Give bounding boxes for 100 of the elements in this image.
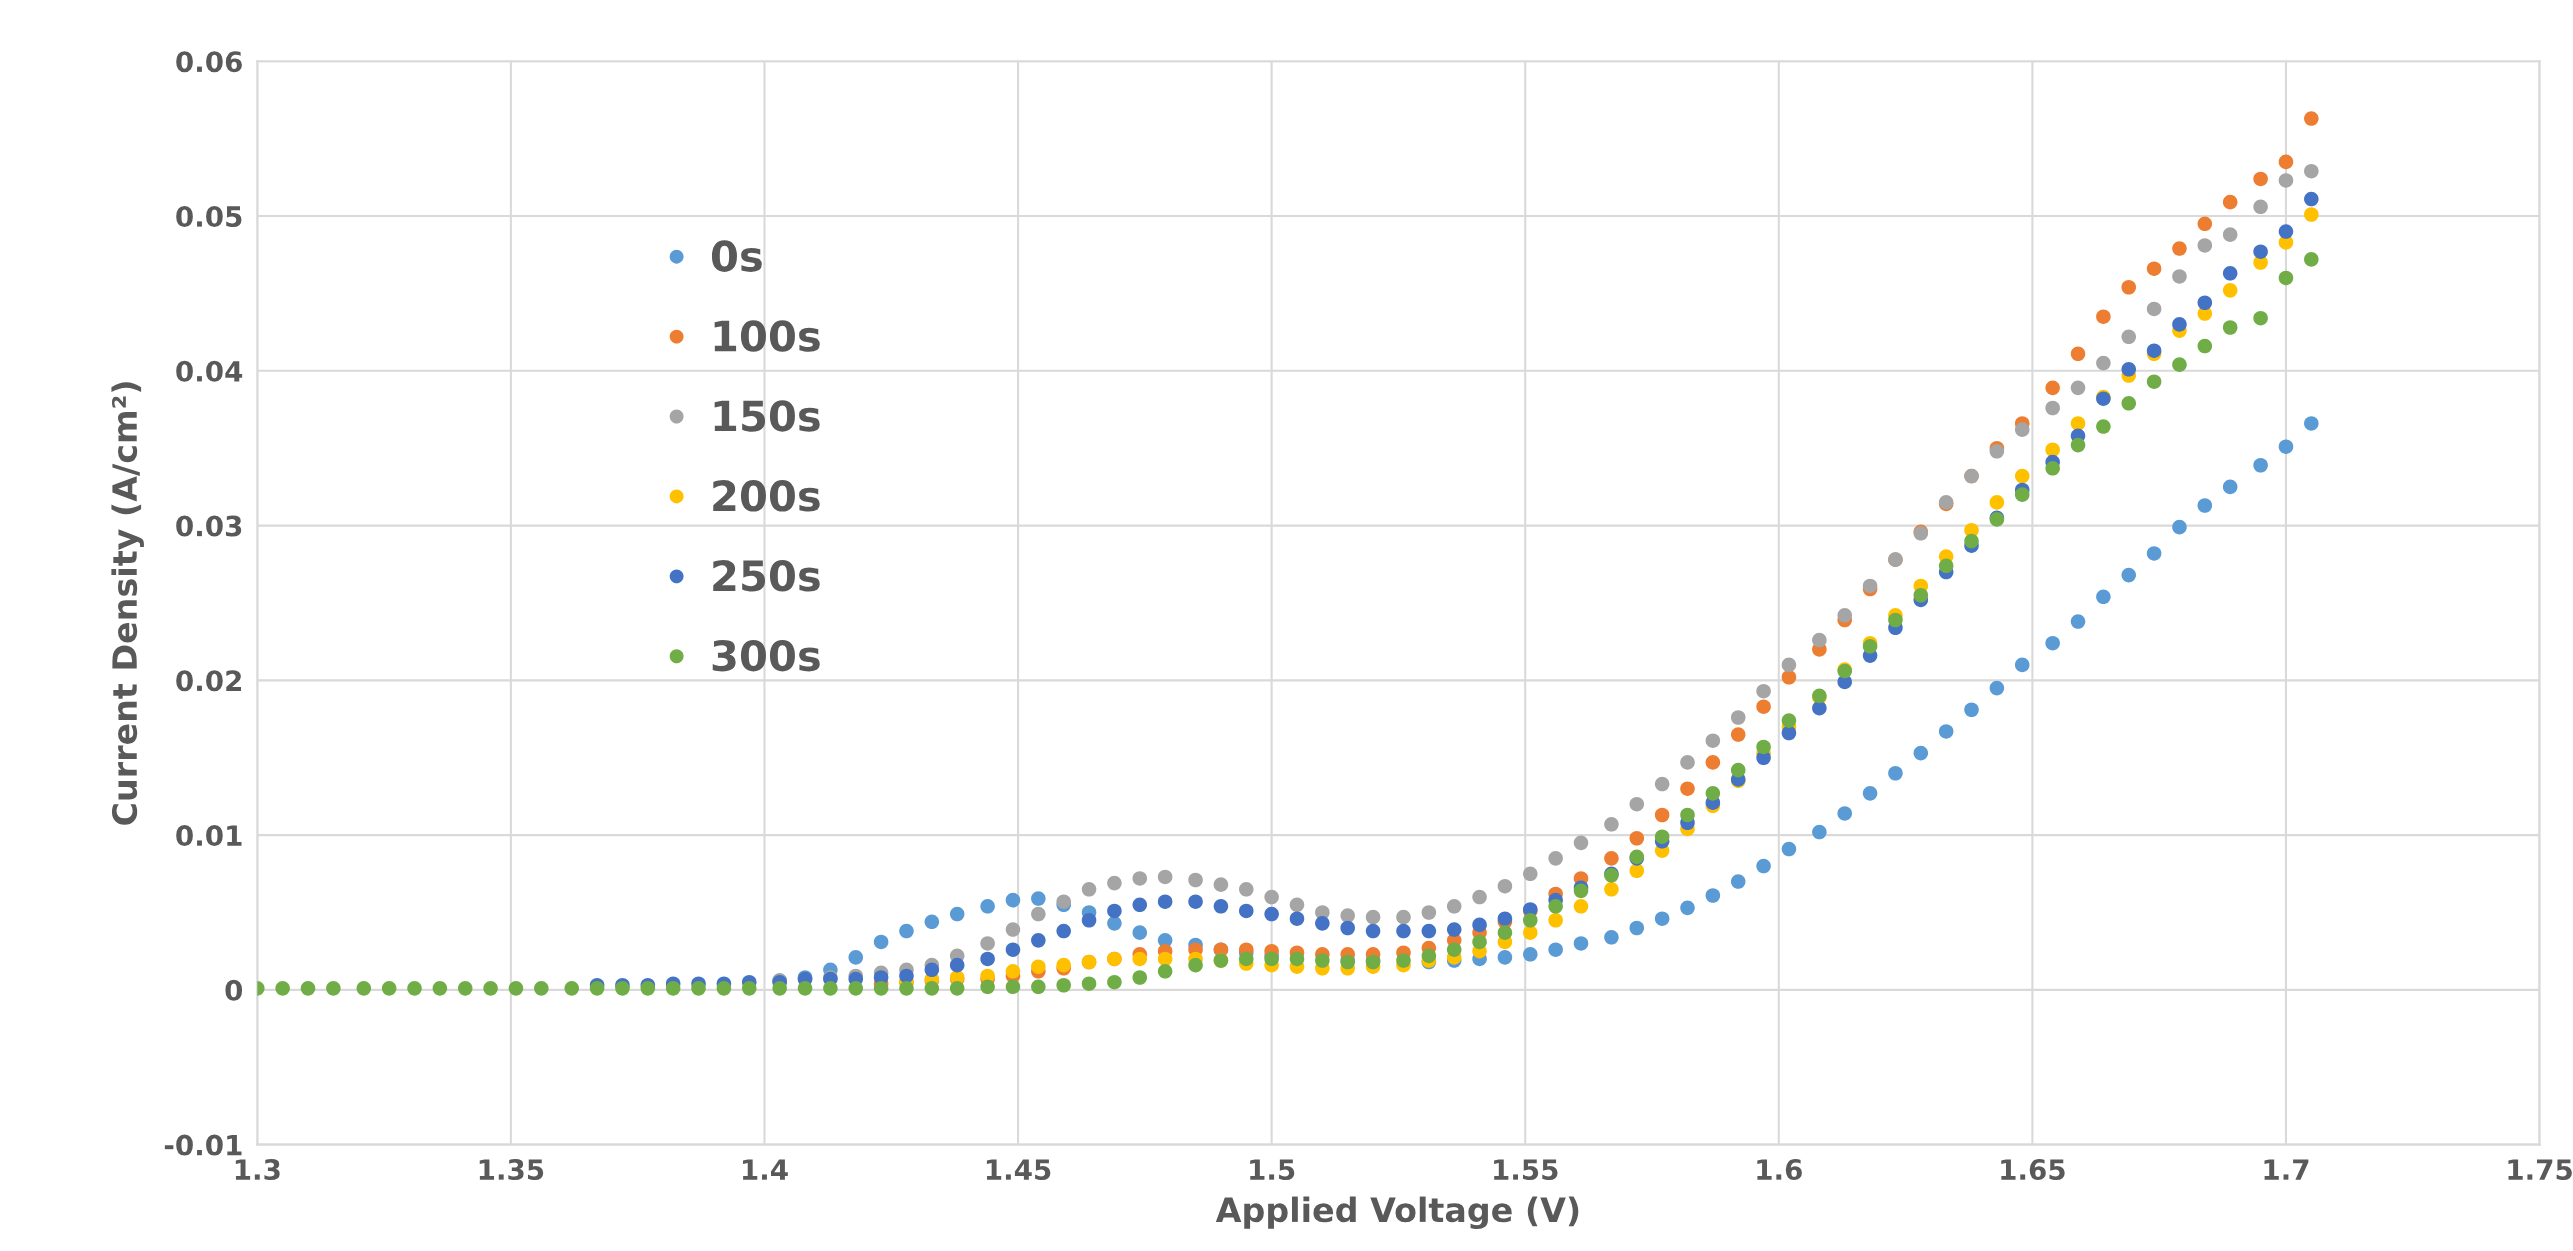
point — [2045, 400, 2060, 416]
point — [2121, 279, 2137, 295]
point — [2278, 173, 2294, 188]
point — [1107, 916, 1122, 931]
point — [2014, 657, 2030, 673]
point — [1573, 936, 1589, 951]
point — [1604, 929, 1619, 945]
point — [2304, 207, 2319, 222]
point — [1781, 841, 1797, 857]
point — [873, 934, 889, 950]
point — [2278, 439, 2294, 454]
point — [2096, 589, 2111, 605]
point — [2172, 269, 2187, 284]
point — [1654, 911, 1670, 926]
x-tick-label: 1.75 — [2508, 1159, 2572, 1181]
point — [1812, 824, 1827, 840]
point — [1157, 869, 1173, 885]
y-tick-label: 0.01 — [176, 825, 242, 847]
point — [1548, 851, 1563, 866]
point — [980, 899, 995, 914]
point — [1340, 908, 1355, 923]
point — [1680, 900, 1695, 916]
point — [1705, 755, 1721, 770]
point — [1629, 796, 1645, 812]
point — [1157, 951, 1173, 967]
point — [1213, 877, 1229, 892]
point — [1781, 657, 1797, 673]
x-tick-label: 1.5 — [1250, 1159, 1295, 1181]
point — [1812, 632, 1827, 648]
point — [1005, 922, 1021, 937]
point — [1938, 724, 1954, 739]
point — [2070, 346, 2086, 362]
point — [1446, 899, 1462, 914]
point — [2253, 457, 2268, 473]
point — [1964, 702, 1979, 718]
y-tick-label: 0.02 — [176, 670, 241, 692]
point — [2172, 519, 2187, 535]
point — [1497, 878, 1513, 894]
point — [1264, 889, 1279, 905]
legend-label: 200s — [713, 480, 820, 512]
point — [1705, 888, 1721, 903]
point — [1573, 899, 1589, 914]
point — [2070, 614, 2086, 629]
y-axis-title: Current Density (A/cm²) — [111, 382, 144, 825]
point — [1548, 912, 1563, 928]
point — [1756, 683, 1771, 699]
x-tick-label: 1.6 — [1757, 1159, 1802, 1181]
point — [2096, 309, 2111, 324]
point — [2070, 380, 2086, 396]
point — [1756, 699, 1771, 714]
point — [2146, 546, 2162, 561]
point — [1031, 959, 1046, 974]
point — [1989, 680, 2005, 696]
point — [2253, 199, 2268, 215]
point — [1005, 892, 1021, 908]
point — [1654, 776, 1670, 792]
x-tick-label: 1.3 — [235, 1159, 280, 1181]
point — [1188, 872, 1203, 888]
point — [1523, 925, 1538, 940]
point — [1289, 897, 1305, 913]
point — [2172, 241, 2187, 256]
legend-label: 0s — [711, 240, 762, 272]
point — [1497, 950, 1513, 965]
point — [2197, 498, 2213, 513]
point — [1730, 874, 1746, 889]
point — [1031, 891, 1046, 906]
legend-label: 300s — [712, 639, 820, 672]
point — [2146, 261, 2162, 276]
y-tick-label: 0.04 — [176, 360, 243, 382]
point — [1396, 909, 1411, 925]
point — [1730, 710, 1746, 725]
point — [1730, 727, 1746, 742]
point — [949, 906, 965, 922]
y-tick-label: -0.01 — [164, 1134, 242, 1156]
point — [1005, 964, 1021, 979]
point — [2014, 422, 2030, 437]
y-tick-label: 0.05 — [176, 206, 242, 228]
point — [980, 936, 995, 951]
point — [1472, 889, 1487, 905]
point — [1031, 906, 1046, 922]
point — [2096, 355, 2111, 371]
x-tick-label: 1.65 — [2001, 1159, 2065, 1181]
point — [2045, 442, 2060, 458]
x-tick-label: 1.45 — [986, 1159, 1051, 1181]
point — [1756, 858, 1771, 874]
point — [1837, 806, 1853, 821]
point — [1705, 733, 1721, 749]
point — [2197, 238, 2213, 253]
point — [1654, 807, 1670, 823]
point — [1862, 786, 1878, 801]
point — [1056, 894, 1071, 909]
point — [1680, 755, 1695, 770]
legend-label: 250s — [713, 560, 820, 592]
point — [1132, 925, 1148, 940]
point — [1238, 882, 1254, 897]
point — [2045, 380, 2060, 396]
point — [1989, 495, 2005, 510]
point — [924, 914, 940, 930]
point — [2222, 194, 2238, 210]
x-tick-label: 1.55 — [1494, 1159, 1558, 1181]
